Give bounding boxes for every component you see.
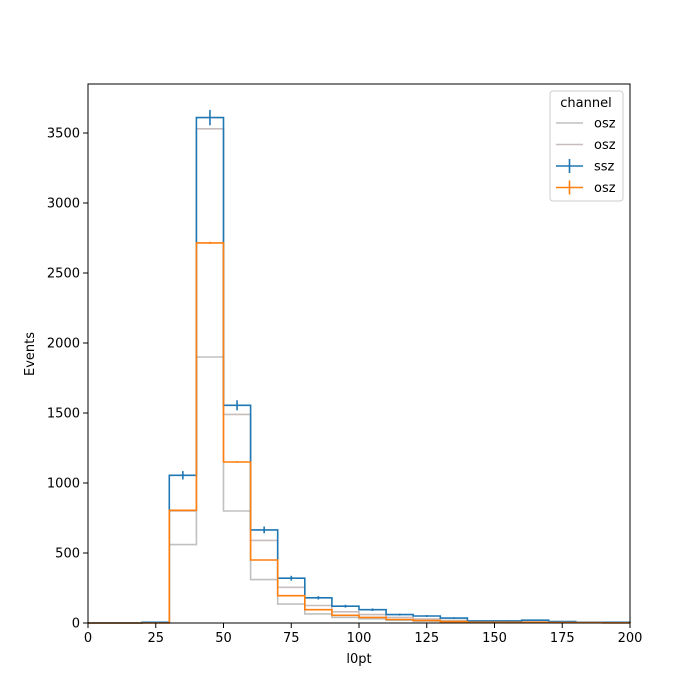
x-tick-label: 50: [215, 631, 232, 646]
x-tick-label: 75: [283, 631, 300, 646]
x-axis-label: l0pt: [346, 652, 371, 667]
y-tick-label: 2500: [47, 267, 80, 282]
x-tick-label: 0: [84, 631, 92, 646]
y-tick-label: 2000: [47, 337, 80, 352]
legend-label: osz: [594, 181, 616, 196]
legend-entry: osz: [556, 180, 616, 196]
x-tick-label: 25: [147, 631, 164, 646]
y-tick-label: 1500: [47, 407, 80, 422]
y-axis: 0 500 1000 1500 2000 2500 3000 3500: [47, 127, 88, 632]
x-tick-label: 100: [347, 631, 372, 646]
y-tick-label: 500: [55, 547, 80, 562]
x-tick-label: 150: [482, 631, 507, 646]
y-tick-label: 3500: [47, 127, 80, 142]
y-axis-label: Events: [23, 332, 38, 376]
legend-label: osz: [594, 138, 616, 153]
x-tick-label: 175: [550, 631, 575, 646]
legend-entry: osz: [556, 117, 616, 132]
legend-box: [549, 90, 624, 202]
x-tick-label: 200: [618, 631, 643, 646]
legend-title: channel: [560, 96, 611, 111]
legend-entry: ssz: [556, 159, 615, 175]
x-axis: 0 25 50 75 100 125 150 175 200: [84, 623, 643, 646]
x-tick-label: 125: [414, 631, 439, 646]
y-tick-label: 3000: [47, 197, 80, 212]
legend-entries: osz osz ssz osz: [556, 117, 616, 196]
y-tick-label: 0: [72, 617, 80, 632]
legend-entry: osz: [556, 138, 616, 153]
legend: channel osz osz ssz osz: [549, 90, 624, 202]
legend-label: osz: [594, 117, 616, 132]
legend-label: ssz: [594, 160, 615, 175]
y-tick-label: 1000: [47, 477, 80, 492]
